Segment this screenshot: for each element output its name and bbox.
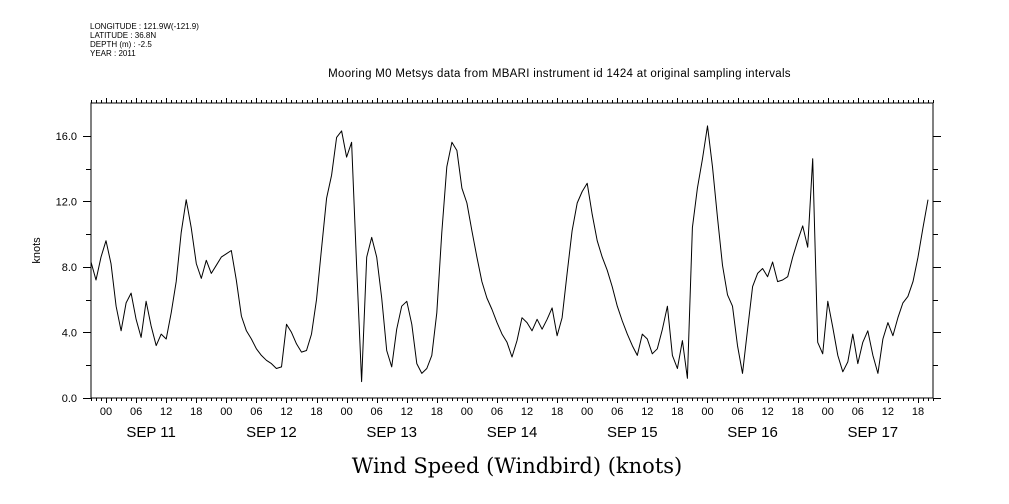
x-tick-label: 12 [280,406,292,418]
x-tick-label: 06 [491,406,503,418]
x-day-label: SEP 11 [126,424,175,441]
depth-text: DEPTH (m) : -2.5 [90,40,152,49]
x-tick-label: 06 [250,406,262,418]
x-tick-label: 00 [100,406,112,418]
x-day-label: SEP 12 [246,424,297,441]
x-tick-label: 18 [912,406,924,418]
x-tick-label: 18 [792,406,804,418]
x-day-label: SEP 17 [848,424,899,441]
y-axis-label: knots [31,237,43,264]
x-tick-label: 12 [882,406,894,418]
x-tick-label: 00 [581,406,593,418]
x-tick-label: 12 [521,406,533,418]
x-tick-label: 00 [822,406,834,418]
x-tick-label: 18 [431,406,443,418]
x-tick-label: 06 [130,406,142,418]
latitude-text: LATITUDE : 36.8N [90,31,157,40]
x-tick-label: 00 [220,406,232,418]
chart-title: Mooring M0 Metsys data from MBARI instru… [328,68,791,80]
y-tick-label: 8.0 [62,262,77,274]
series-line-wind-speed [90,125,929,383]
x-tick-label: 06 [852,406,864,418]
plot-frame [90,102,934,399]
x-tick-label: 06 [731,406,743,418]
x-tick-label: 12 [160,406,172,418]
x-day-label: SEP 13 [366,424,417,441]
x-tick-label: 18 [190,406,202,418]
x-day-label: SEP 15 [607,424,658,441]
x-tick-label: 12 [761,406,773,418]
x-tick-label: 06 [611,406,623,418]
x-tick-label: 00 [461,406,473,418]
x-tick-label: 00 [701,406,713,418]
longitude-text: LONGITUDE : 121.9W(-121.9) [90,22,199,31]
y-tick-label: 12.0 [56,196,77,208]
x-tick-label: 12 [401,406,413,418]
x-day-label: SEP 14 [487,424,538,441]
footer-title: Wind Speed (Windbird) (knots) [351,454,683,478]
x-tick-label: 18 [310,406,322,418]
x-tick-label: 18 [671,406,683,418]
y-tick-label: 4.0 [62,327,77,339]
x-tick-label: 06 [371,406,383,418]
x-tick-label: 12 [641,406,653,418]
y-tick-label: 0.0 [62,393,77,405]
x-tick-label: 00 [340,406,352,418]
x-day-label: SEP 16 [727,424,778,441]
year-text: YEAR : 2011 [90,49,136,58]
y-tick-label: 16.0 [56,131,77,143]
metadata-block: LONGITUDE : 121.9W(-121.9) LATITUDE : 36… [90,22,199,58]
x-tick-label: 18 [551,406,563,418]
